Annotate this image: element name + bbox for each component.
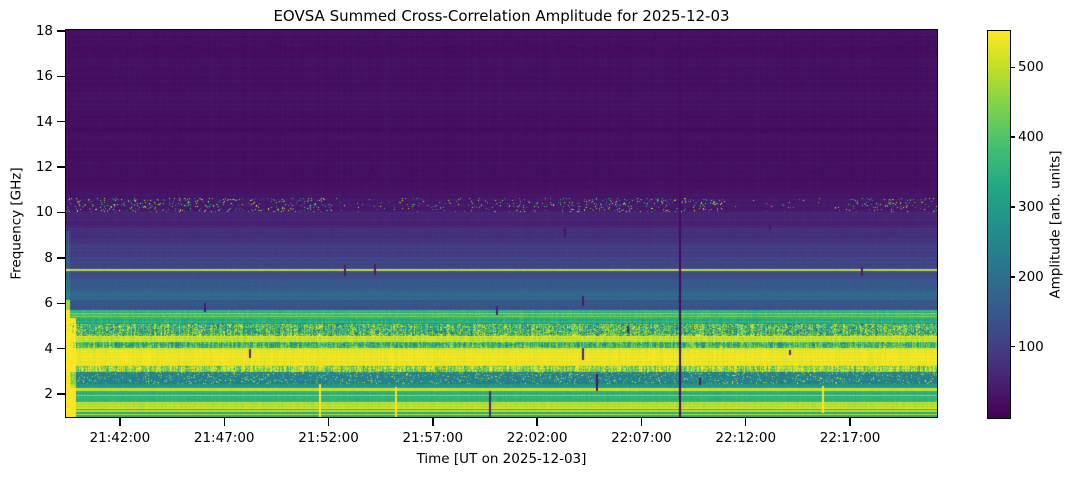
y-tick-label: 12: [35, 159, 53, 176]
x-tick-mark: [119, 417, 121, 426]
x-tick-label: 22:07:00: [611, 430, 672, 446]
x-tick-label: 21:47:00: [193, 430, 255, 446]
y-tick-label: 8: [44, 249, 53, 266]
x-tick-mark: [849, 417, 851, 426]
colorbar-gradient: [988, 31, 1010, 418]
colorbar-tick-label: 400: [1018, 129, 1044, 146]
x-tick-label: 21:57:00: [402, 430, 464, 446]
x-tick-mark: [536, 417, 538, 426]
y-tick-mark: [57, 120, 66, 123]
y-tick-mark: [57, 166, 66, 168]
y-axis-label: Frequency [GHz]: [8, 167, 25, 280]
y-tick-mark: [57, 393, 66, 395]
y-tick-mark: [57, 302, 66, 304]
x-axis-label: Time [UT on 2025-12-03]: [416, 451, 587, 467]
y-tick-label: 16: [35, 68, 53, 85]
colorbar-tick-mark: [1011, 276, 1015, 278]
x-tick-mark: [327, 417, 330, 426]
colorbar-tick-mark: [1011, 66, 1015, 68]
x-tick-mark: [745, 417, 747, 426]
y-tick-mark: [57, 257, 66, 259]
colorbar-tick-mark: [1011, 206, 1015, 208]
x-tick-mark: [432, 417, 434, 426]
y-tick-mark: [57, 347, 66, 350]
colorbar-tick-mark: [1011, 136, 1015, 138]
colorbar-tick-label: 100: [1018, 338, 1044, 355]
y-tick-label: 4: [44, 340, 53, 357]
x-tick-label: 21:42:00: [89, 430, 151, 446]
y-tick-label: 18: [35, 22, 53, 39]
x-tick-mark: [640, 417, 643, 426]
y-tick-label: 14: [35, 113, 53, 130]
colorbar-label: Amplitude [arb. units]: [1047, 150, 1064, 299]
x-tick-mark: [223, 417, 225, 426]
x-tick-label: 22:17:00: [819, 430, 881, 446]
colorbar-tick-label: 500: [1018, 59, 1044, 76]
x-tick-label: 22:12:00: [715, 430, 777, 446]
plot-title: EOVSA Summed Cross-Correlation Amplitude…: [273, 7, 730, 25]
y-tick-label: 10: [35, 204, 53, 221]
colorbar-tick-mark: [1011, 346, 1015, 348]
x-tick-label: 22:02:00: [506, 430, 568, 446]
colorbar-tick-label: 200: [1018, 268, 1044, 285]
x-tick-label: 21:52:00: [298, 430, 359, 446]
y-tick-label: 6: [44, 295, 53, 312]
colorbar-tick-label: 300: [1018, 199, 1044, 216]
y-tick-mark: [57, 30, 66, 32]
y-tick-label: 2: [44, 386, 53, 403]
spectrogram-heatmap: [66, 30, 937, 417]
y-tick-mark: [57, 211, 66, 214]
y-tick-mark: [57, 75, 66, 77]
